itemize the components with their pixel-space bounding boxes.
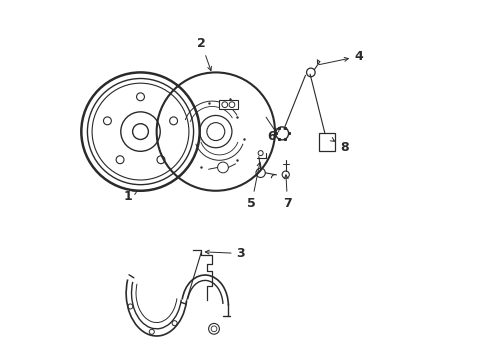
Text: 4: 4 bbox=[318, 50, 363, 65]
FancyBboxPatch shape bbox=[218, 100, 238, 109]
Text: 8: 8 bbox=[329, 138, 348, 154]
Text: 1: 1 bbox=[123, 190, 137, 203]
Text: 6: 6 bbox=[266, 127, 280, 144]
Text: 2: 2 bbox=[197, 37, 211, 71]
FancyBboxPatch shape bbox=[319, 134, 334, 151]
Text: 3: 3 bbox=[205, 247, 244, 260]
Text: 7: 7 bbox=[283, 175, 291, 210]
Text: 5: 5 bbox=[247, 162, 261, 210]
